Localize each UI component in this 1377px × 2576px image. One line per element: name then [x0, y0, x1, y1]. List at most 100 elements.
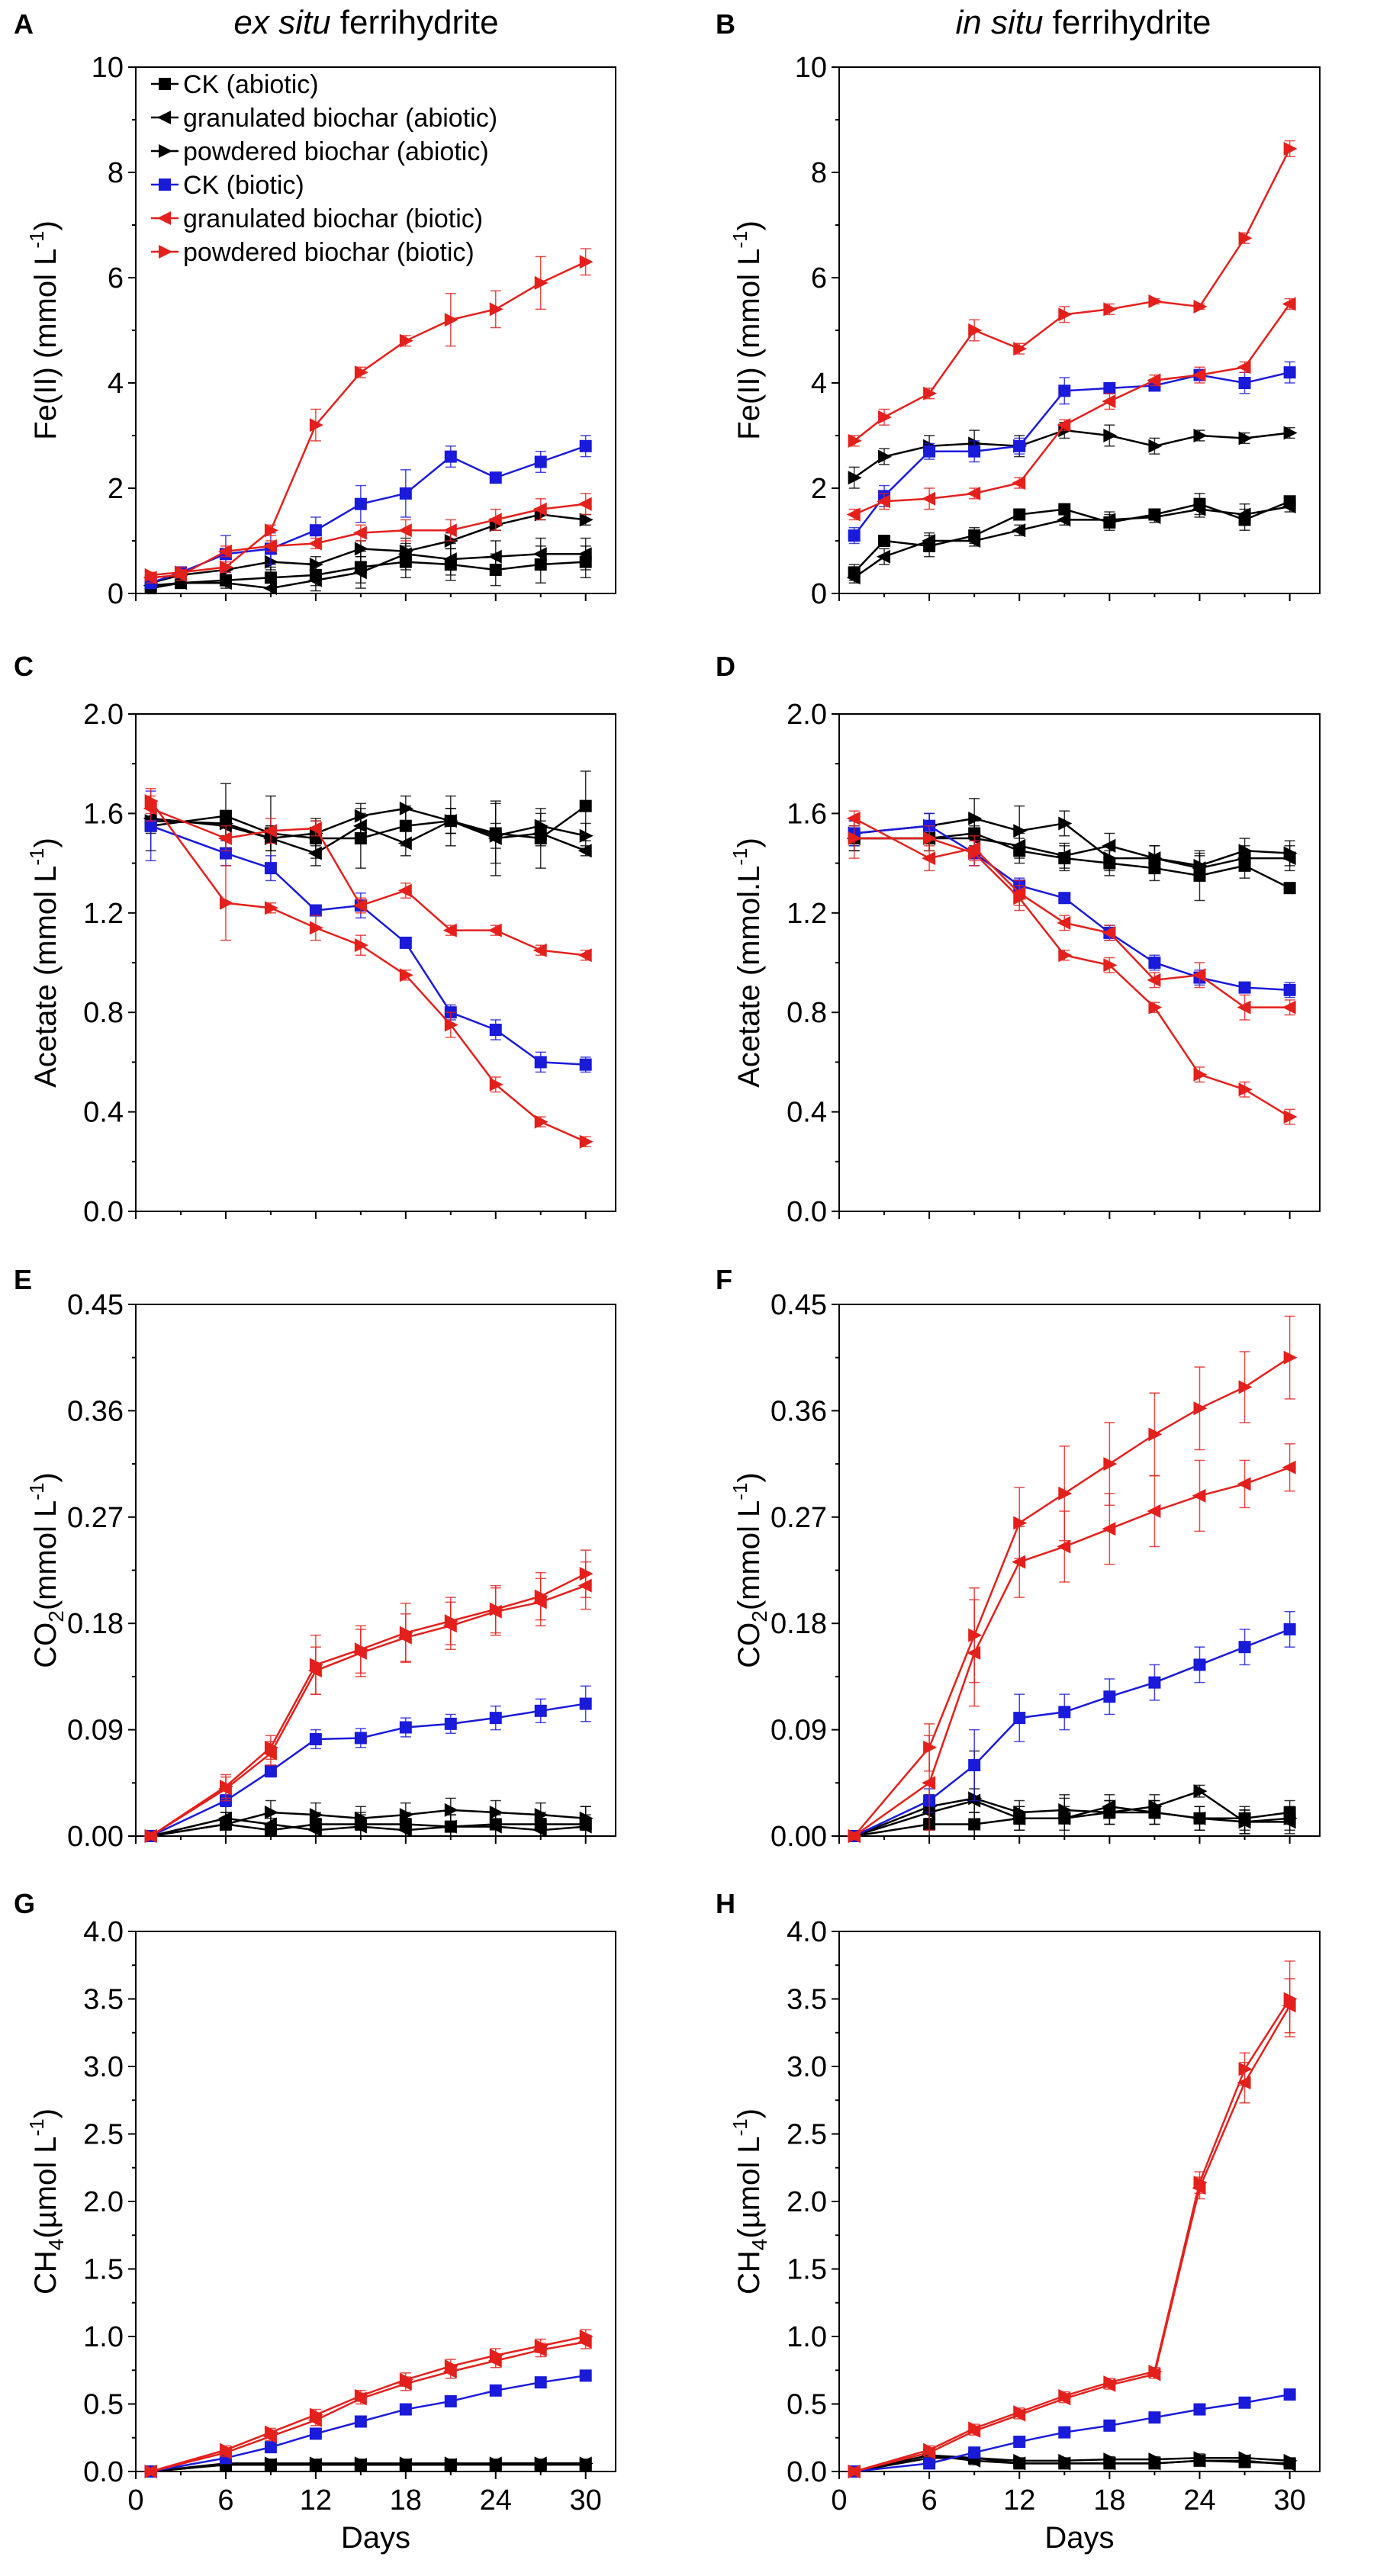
x-tick-label: 12 — [300, 2484, 332, 2517]
data-point — [1013, 342, 1028, 356]
data-point — [532, 943, 547, 957]
data-point — [442, 552, 457, 567]
y-tick-label: 0.0 — [787, 1196, 827, 1228]
y-axis-label-mid: (mmol L — [29, 1500, 63, 1610]
series-line — [854, 1790, 1290, 1838]
data-point — [534, 1704, 547, 1717]
y-tick-label: 2 — [108, 473, 124, 505]
series-pow-abiotic — [144, 1797, 594, 1843]
y-axis-label-mid: (mmol L — [732, 1500, 766, 1610]
data-point — [578, 1578, 592, 1593]
y-tick-label: 0.00 — [67, 1821, 124, 1853]
legend-label: CK (biotic) — [183, 171, 304, 200]
y-tick-label: 1.5 — [83, 2254, 124, 2286]
legend-label: granulated biochar (biotic) — [183, 204, 483, 233]
data-point — [1148, 439, 1163, 453]
legend-marker — [159, 78, 171, 90]
y-tick-label: 1.6 — [83, 798, 124, 830]
series-gran-abiotic — [143, 800, 592, 876]
plot-frame — [135, 1304, 616, 1837]
data-point — [309, 524, 322, 537]
y-tick-label: 4 — [108, 368, 124, 400]
y-axis-label-main: Acetate (mmol.L — [732, 866, 766, 1088]
panel-a: 0 2 4 6 8 10 Fe(II) (mmol L-1) CK (abiotic) gran… — [25, 52, 616, 610]
y-tick-label: 0.4 — [83, 1097, 124, 1129]
data-point — [1283, 983, 1296, 996]
column-title-left-rest: ferrihydrite — [331, 4, 499, 41]
data-point — [968, 2446, 981, 2459]
series-line — [854, 817, 1290, 867]
legend-marker — [159, 178, 171, 191]
data-point — [354, 809, 368, 823]
data-point — [534, 455, 547, 468]
y-tick-label: 2.5 — [83, 2119, 124, 2151]
y-axis-label: CO2(mmol L-1) — [25, 1472, 68, 1667]
y-axis-label-sup: -1 — [729, 847, 751, 865]
data-point — [1193, 2403, 1206, 2416]
series-gran-biotic — [846, 810, 1296, 1021]
data-point — [264, 2441, 277, 2454]
data-point — [262, 581, 277, 596]
y-tick-label: 2.0 — [83, 2186, 124, 2218]
series-pow-biotic — [848, 1315, 1298, 1843]
y-tick-label: 0 — [108, 578, 124, 610]
data-point — [1193, 1401, 1208, 1416]
data-point — [354, 365, 368, 380]
data-point — [354, 1811, 368, 1825]
data-point — [1012, 476, 1026, 490]
data-point — [397, 836, 412, 851]
data-point — [399, 1721, 412, 1734]
data-point — [1013, 2436, 1026, 2449]
series-line — [150, 2335, 586, 2473]
y-tick-label: 0.8 — [83, 997, 124, 1029]
data-point — [1058, 2453, 1073, 2468]
data-point — [1282, 500, 1296, 514]
data-point — [309, 921, 323, 935]
y-tick-label: 0.18 — [67, 1608, 124, 1640]
data-point — [1103, 1457, 1118, 1471]
series-ck-biotic — [144, 1685, 592, 1842]
data-point — [489, 2456, 504, 2471]
data-point — [1238, 1380, 1253, 1394]
x-tick-label: 0 — [831, 2484, 847, 2517]
data-point — [1013, 1712, 1026, 1725]
data-point — [1282, 1000, 1296, 1015]
data-point — [444, 313, 458, 327]
y-axis-label: CH4(µmol L-1) — [25, 2108, 68, 2295]
series-line — [853, 429, 1290, 479]
data-point — [219, 896, 233, 910]
data-point — [444, 1803, 458, 1817]
data-point — [534, 275, 549, 290]
data-point — [532, 502, 547, 516]
y-tick-label: 0.4 — [787, 1097, 827, 1129]
data-point — [1013, 439, 1026, 452]
series-line — [150, 825, 586, 1066]
y-axis-label-sub: 4 — [748, 2239, 771, 2251]
column-title-left: ex situ ferrihydrite — [233, 4, 498, 41]
data-point — [442, 1819, 457, 1834]
data-point — [848, 1829, 862, 1843]
series-line — [150, 817, 587, 854]
data-point — [1147, 973, 1161, 987]
series-line — [854, 1998, 1291, 2473]
panel-g: 0.0 0.5 1.0 1.5 2.0 2.5 3.0 3.5 4.0 0 6 12 18 24 30 Day… — [25, 1916, 616, 2555]
data-point — [487, 923, 502, 937]
y-axis-label-tail: ) — [29, 838, 63, 847]
legend: CK (abiotic) granulated biochar (abiotic)… — [151, 70, 497, 267]
data-point — [1238, 2396, 1251, 2409]
data-point — [578, 844, 592, 858]
data-point — [1148, 2452, 1163, 2467]
data-point — [354, 2456, 368, 2471]
y-axis-label-tail: ) — [29, 220, 63, 230]
data-point — [1057, 915, 1071, 930]
legend-label: CK (abiotic) — [183, 70, 319, 99]
data-point — [1148, 294, 1163, 309]
data-point — [399, 1808, 413, 1822]
data-point — [1057, 848, 1071, 863]
data-point — [846, 507, 861, 522]
panel-letter-f: F — [716, 1264, 732, 1295]
data-point — [444, 2456, 458, 2471]
series-pow-abiotic — [848, 422, 1298, 489]
y-tick-label: 0.45 — [771, 1289, 827, 1321]
data-point — [1237, 851, 1251, 866]
